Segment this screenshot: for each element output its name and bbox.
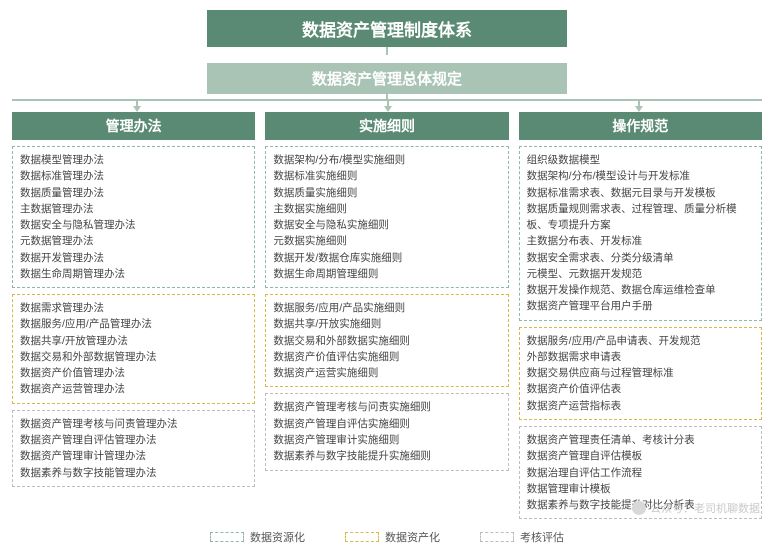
list-item: 数据生命周期管理细则 bbox=[273, 266, 500, 282]
list-item: 数据架构/分布/模型实施细则 bbox=[273, 152, 500, 168]
list-item: 数据资产管理考核与问责管理办法 bbox=[20, 416, 247, 432]
list-item: 数据安全与隐私管理办法 bbox=[20, 217, 247, 233]
list-item: 主数据实施细则 bbox=[273, 201, 500, 217]
list-item: 主数据分布表、开发标准 bbox=[527, 233, 754, 249]
list-item: 数据资产价值评估实施细则 bbox=[273, 349, 500, 365]
list-item: 数据开发操作规范、数据仓库运维检查单 bbox=[527, 282, 754, 298]
group-box: 组织级数据模型数据架构/分布/模型设计与开发标准数据标准需求表、数据元目录与开发… bbox=[519, 146, 762, 321]
legend-label: 数据资产化 bbox=[385, 529, 440, 545]
legend-item: 数据资源化 bbox=[210, 529, 305, 545]
legend-swatch bbox=[480, 532, 514, 542]
columns-container: 管理办法数据模型管理办法数据标准管理办法数据质量管理办法主数据管理办法数据安全与… bbox=[12, 112, 762, 519]
branch-connector bbox=[12, 94, 762, 108]
group-box: 数据服务/应用/产品申请表、开发规范外部数据需求申请表数据交易供应商与过程管理标… bbox=[519, 327, 762, 420]
list-item: 数据交易供应商与过程管理标准 bbox=[527, 365, 754, 381]
legend-swatch bbox=[210, 532, 244, 542]
list-item: 数据生命周期管理办法 bbox=[20, 266, 247, 282]
group-box: 数据资产管理考核与问责管理办法数据资产管理自评估管理办法数据资产管理审计管理办法… bbox=[12, 410, 255, 487]
list-item: 数据模型管理办法 bbox=[20, 152, 247, 168]
legend-item: 数据资产化 bbox=[345, 529, 440, 545]
connector-line bbox=[386, 47, 388, 55]
legend-swatch bbox=[345, 532, 379, 542]
list-item: 数据资产运营实施细则 bbox=[273, 365, 500, 381]
list-item: 元数据管理办法 bbox=[20, 233, 247, 249]
list-item: 数据资产管理审计实施细则 bbox=[273, 432, 500, 448]
page-title: 数据资产管理制度体系 bbox=[207, 10, 567, 47]
list-item: 数据共享/开放管理办法 bbox=[20, 333, 247, 349]
legend-label: 数据资源化 bbox=[250, 529, 305, 545]
column-header: 管理办法 bbox=[12, 112, 255, 140]
group-box: 数据资产管理考核与问责实施细则数据资产管理自评估实施细则数据资产管理审计实施细则… bbox=[265, 393, 508, 470]
list-item: 数据服务/应用/产品实施细则 bbox=[273, 300, 500, 316]
list-item: 数据资产管理自评估模板 bbox=[527, 448, 754, 464]
list-item: 数据开发/数据仓库实施细则 bbox=[273, 250, 500, 266]
list-item: 组织级数据模型 bbox=[527, 152, 754, 168]
list-item: 数据标准管理办法 bbox=[20, 168, 247, 184]
list-item: 外部数据需求申请表 bbox=[527, 349, 754, 365]
legend: 数据资源化 数据资产化 考核评估 bbox=[12, 529, 762, 545]
list-item: 数据需求管理办法 bbox=[20, 300, 247, 316]
page-subtitle: 数据资产管理总体规定 bbox=[207, 63, 567, 94]
list-item: 数据素养与数字技能管理办法 bbox=[20, 465, 247, 481]
list-item: 数据质量规则需求表、过程管理、质量分析模板、专项提升方案 bbox=[527, 201, 754, 234]
column: 实施细则数据架构/分布/模型实施细则数据标准实施细则数据质量实施细则主数据实施细… bbox=[265, 112, 508, 519]
list-item: 数据安全与隐私实施细则 bbox=[273, 217, 500, 233]
list-item: 数据资产管理考核与问责实施细则 bbox=[273, 399, 500, 415]
list-item: 数据服务/应用/产品管理办法 bbox=[20, 316, 247, 332]
column-header: 操作规范 bbox=[519, 112, 762, 140]
list-item: 数据治理自评估工作流程 bbox=[527, 465, 754, 481]
list-item: 数据交易和外部数据实施细则 bbox=[273, 333, 500, 349]
list-item: 数据质量管理办法 bbox=[20, 185, 247, 201]
list-item: 主数据管理办法 bbox=[20, 201, 247, 217]
list-item: 元模型、元数据开发规范 bbox=[527, 266, 754, 282]
list-item: 数据资产价值管理办法 bbox=[20, 365, 247, 381]
list-item: 数据交易和外部数据管理办法 bbox=[20, 349, 247, 365]
column: 管理办法数据模型管理办法数据标准管理办法数据质量管理办法主数据管理办法数据安全与… bbox=[12, 112, 255, 519]
group-box: 数据架构/分布/模型实施细则数据标准实施细则数据质量实施细则主数据实施细则数据安… bbox=[265, 146, 508, 288]
list-item: 数据管理审计模板 bbox=[527, 481, 754, 497]
list-item: 数据资产管理自评估实施细则 bbox=[273, 416, 500, 432]
group-box: 数据模型管理办法数据标准管理办法数据质量管理办法主数据管理办法数据安全与隐私管理… bbox=[12, 146, 255, 288]
watermark: 公众号：老司机聊数据 bbox=[632, 500, 760, 516]
list-item: 数据资产管理责任清单、考核计分表 bbox=[527, 432, 754, 448]
list-item: 数据质量实施细则 bbox=[273, 185, 500, 201]
list-item: 数据资产管理审计管理办法 bbox=[20, 448, 247, 464]
list-item: 数据标准实施细则 bbox=[273, 168, 500, 184]
list-item: 数据素养与数字技能提升实施细则 bbox=[273, 448, 500, 464]
list-item: 数据标准需求表、数据元目录与开发模板 bbox=[527, 185, 754, 201]
list-item: 数据服务/应用/产品申请表、开发规范 bbox=[527, 333, 754, 349]
list-item: 数据开发管理办法 bbox=[20, 250, 247, 266]
list-item: 元数据实施细则 bbox=[273, 233, 500, 249]
list-item: 数据共享/开放实施细则 bbox=[273, 316, 500, 332]
list-item: 数据安全需求表、分类分级清单 bbox=[527, 250, 754, 266]
watermark-text: 公众号：老司机聊数据 bbox=[650, 500, 760, 516]
group-box: 数据需求管理办法数据服务/应用/产品管理办法数据共享/开放管理办法数据交易和外部… bbox=[12, 294, 255, 404]
column: 操作规范组织级数据模型数据架构/分布/模型设计与开发标准数据标准需求表、数据元目… bbox=[519, 112, 762, 519]
list-item: 数据资产管理平台用户手册 bbox=[527, 298, 754, 314]
legend-item: 考核评估 bbox=[480, 529, 564, 545]
group-box: 数据服务/应用/产品实施细则数据共享/开放实施细则数据交易和外部数据实施细则数据… bbox=[265, 294, 508, 387]
list-item: 数据资产运营管理办法 bbox=[20, 381, 247, 397]
column-header: 实施细则 bbox=[265, 112, 508, 140]
wechat-icon bbox=[632, 501, 646, 515]
list-item: 数据资产价值评估表 bbox=[527, 381, 754, 397]
list-item: 数据资产管理自评估管理办法 bbox=[20, 432, 247, 448]
list-item: 数据架构/分布/模型设计与开发标准 bbox=[527, 168, 754, 184]
list-item: 数据资产运营指标表 bbox=[527, 398, 754, 414]
legend-label: 考核评估 bbox=[520, 529, 564, 545]
